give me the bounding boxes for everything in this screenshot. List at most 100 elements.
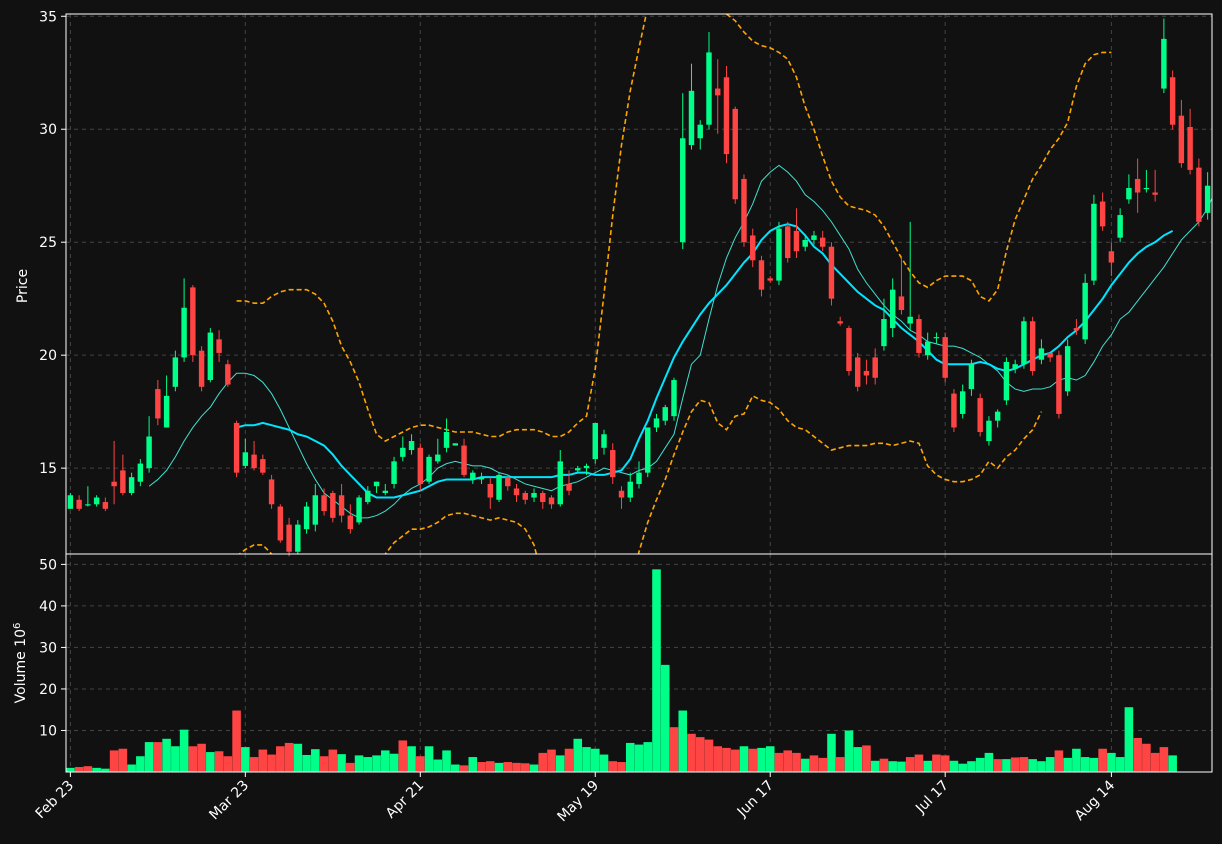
candle-body bbox=[1187, 126, 1193, 170]
volume-bar bbox=[311, 749, 320, 772]
candle-body bbox=[137, 463, 144, 482]
candle-body bbox=[933, 337, 940, 339]
candle-body bbox=[706, 52, 712, 125]
candle-body bbox=[146, 436, 152, 469]
candle-body bbox=[793, 230, 800, 252]
candle-body bbox=[618, 490, 625, 498]
volume-bar bbox=[730, 749, 740, 772]
candle-body bbox=[907, 316, 913, 324]
candle-body bbox=[846, 328, 852, 371]
candle-body bbox=[1073, 328, 1080, 331]
candle-body bbox=[854, 357, 861, 387]
candle-body bbox=[680, 138, 686, 243]
candle-body bbox=[1196, 167, 1202, 222]
volume-bar bbox=[477, 762, 486, 772]
volume-bar bbox=[433, 759, 443, 772]
candle-body bbox=[85, 504, 91, 506]
candle-body bbox=[951, 393, 957, 428]
volume-bar bbox=[328, 749, 338, 772]
candle-body bbox=[347, 515, 354, 530]
candle-body bbox=[540, 492, 546, 503]
volume-bar bbox=[162, 738, 171, 772]
candle-body bbox=[190, 287, 196, 356]
volume-bar bbox=[687, 733, 696, 772]
candle-body bbox=[1091, 203, 1097, 281]
volume-bar bbox=[284, 742, 294, 772]
volume-axis-label-exponent: 6 bbox=[12, 623, 23, 629]
volume-bar bbox=[241, 747, 250, 772]
volume-bar bbox=[704, 739, 714, 772]
bollinger-lower-line bbox=[238, 394, 1043, 554]
volume-bar bbox=[783, 750, 793, 772]
candle-body bbox=[382, 490, 389, 493]
volume-bar bbox=[1028, 759, 1037, 772]
volume-bar bbox=[993, 759, 1002, 772]
candle-body bbox=[400, 447, 406, 457]
volume-bar bbox=[617, 762, 626, 772]
price-tick-label: 35 bbox=[39, 9, 57, 25]
candle-body bbox=[470, 472, 476, 480]
volume-bar bbox=[547, 749, 556, 772]
volume-bar bbox=[503, 762, 513, 772]
candle-body bbox=[365, 490, 371, 503]
candle-body bbox=[776, 228, 782, 281]
candle-body bbox=[767, 278, 773, 281]
candle-body bbox=[443, 431, 450, 448]
candle-body bbox=[93, 497, 100, 505]
volume-bar bbox=[643, 742, 653, 772]
volume-bar bbox=[897, 761, 906, 772]
candle-body bbox=[225, 364, 231, 385]
volume-bar bbox=[765, 746, 775, 772]
volume-bar bbox=[564, 748, 574, 772]
bollinger-bands bbox=[236, 14, 1112, 554]
candle-body bbox=[1029, 321, 1036, 371]
candle-body bbox=[216, 339, 222, 353]
volume-bar bbox=[827, 733, 836, 772]
volume-bar bbox=[1133, 737, 1142, 772]
volume-bar bbox=[608, 761, 618, 772]
volume-bar bbox=[223, 756, 233, 772]
volume-bar bbox=[127, 764, 136, 772]
volume-bar bbox=[914, 754, 924, 772]
volume-bar bbox=[1072, 748, 1081, 772]
volume-bar bbox=[83, 766, 93, 772]
candle-body bbox=[286, 524, 292, 552]
volume-bar bbox=[407, 746, 416, 772]
volume-bar bbox=[1150, 752, 1160, 772]
volume-bar bbox=[888, 761, 897, 772]
volume-bar bbox=[809, 755, 819, 772]
volume-panel-frame bbox=[65, 553, 1213, 773]
candle-body bbox=[1178, 115, 1185, 164]
candle-body bbox=[653, 418, 660, 428]
volume-bar bbox=[573, 738, 583, 772]
candle-body bbox=[942, 337, 948, 378]
volume-bar bbox=[188, 746, 198, 772]
volume-bar bbox=[660, 664, 670, 772]
candle-body bbox=[242, 452, 249, 466]
volume-bar bbox=[835, 757, 845, 772]
volume-bar bbox=[372, 755, 381, 772]
volume-bar bbox=[337, 754, 346, 772]
candle-body bbox=[566, 483, 572, 491]
volume-tick-label: 50 bbox=[39, 557, 57, 573]
volume-bar bbox=[1002, 759, 1011, 772]
candle-body bbox=[408, 441, 415, 451]
candle-body bbox=[1204, 185, 1211, 213]
candle-body bbox=[1012, 364, 1018, 369]
volume-bar bbox=[136, 756, 145, 772]
volume-bar bbox=[800, 758, 810, 772]
candle-body bbox=[636, 472, 642, 484]
candle-body bbox=[260, 459, 266, 473]
candle-body bbox=[496, 474, 502, 500]
volume-bar bbox=[1159, 747, 1169, 772]
volume-bar bbox=[905, 757, 915, 772]
candle-body bbox=[601, 434, 607, 448]
volume-bar bbox=[520, 763, 530, 772]
candle-body bbox=[811, 235, 817, 240]
volume-bar bbox=[468, 757, 478, 772]
volume-bar bbox=[1019, 757, 1029, 772]
volume-bar bbox=[1037, 761, 1046, 772]
candle-body bbox=[688, 90, 695, 146]
volume-bar bbox=[494, 762, 504, 772]
